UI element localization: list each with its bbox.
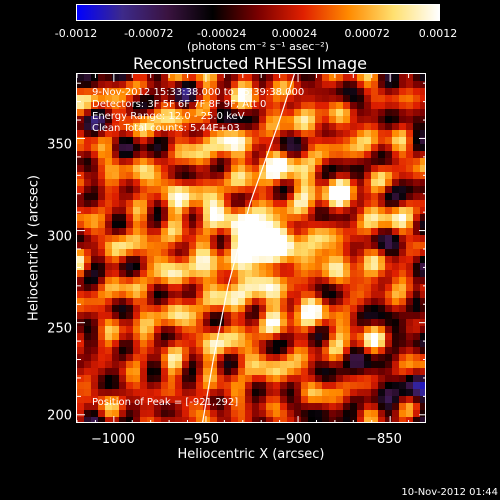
solar-limb-line [202,74,295,422]
colorbar-tick: 0.00072 [344,27,390,40]
y-tick-label: 350 [47,137,72,153]
colorbar [76,4,440,21]
heatmap-canvas [77,74,425,422]
colorbar-tick: -0.00024 [196,27,247,40]
heatmap-cells [77,74,425,422]
time-range-label: 9-Nov-2012 15:33:38.000 to 15:39:38.000 [92,87,305,98]
image-plot [76,73,426,423]
y-tick-label: 250 [47,321,72,337]
y-tick-label: 300 [47,229,72,245]
colorbar-tick: 0.0012 [418,27,458,40]
colorbar-tick: 0.00024 [271,27,318,40]
x-tick-label: −1000 [91,432,135,447]
x-axis-label: Heliocentric X (arcsec) [177,447,325,462]
y-axis-label: Heliocentric Y (arcsec) [26,175,42,321]
colorbar-tick: -0.0012 [54,27,98,40]
x-tick-label: −950 [183,432,219,447]
axis-ticks [77,74,425,422]
x-tick-label: −850 [366,432,402,447]
colorbar-units: (photons cm⁻² s⁻¹ asec⁻²) [187,40,329,53]
detectors-label: Detectors: 3F 5F 6F 7F 8F 9F, Att 0 [92,99,267,110]
timestamp: 10-Nov-2012 01:44 [401,487,498,498]
y-tick-label: 200 [47,408,72,424]
colorbar-tick: -0.00072 [124,27,174,40]
peak-position-label: Position of Peak = [-921,292] [92,397,239,408]
clean-counts-label: Clean Total counts: 5.44E+03 [92,123,240,134]
chart-title: Reconstructed RHESSI Image [133,54,367,73]
x-tick-label: −900 [275,432,311,447]
energy-range-label: Energy Range: 12.0 - 25.0 keV [92,111,245,122]
